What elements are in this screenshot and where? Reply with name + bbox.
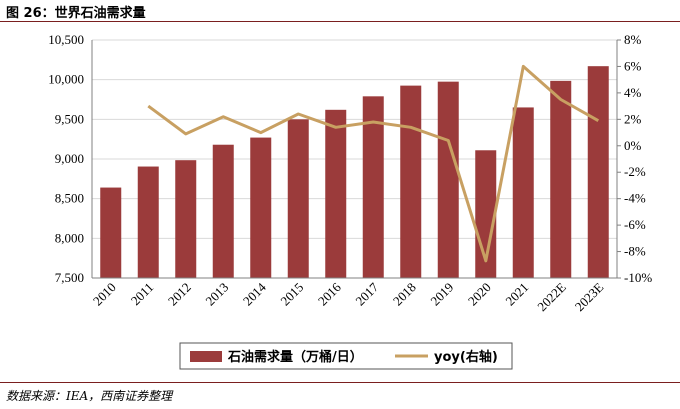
line-yoy: [147, 64, 600, 263]
source-note: 数据来源：IEA，西南证券整理: [6, 389, 173, 403]
x-tick-label: 2014: [240, 279, 269, 308]
title-rule: [0, 21, 680, 22]
bar-2018: [400, 85, 422, 278]
legend-swatch-demand: [190, 351, 222, 362]
y-right-tick-label: 8%: [624, 32, 642, 47]
bar-2014: [250, 137, 272, 278]
x-tick-label: 2019: [427, 280, 456, 309]
bars-demand: [100, 66, 609, 279]
x-tick-label: 2013: [202, 280, 231, 309]
x-tick-label: 2012: [165, 280, 194, 309]
bar-2011: [137, 166, 159, 278]
x-tick-label: 2011: [128, 280, 157, 309]
y-right-tick-label: -2%: [624, 164, 646, 179]
y-left-tick-label: 8,500: [55, 191, 84, 206]
y-right-tick-label: -4%: [624, 191, 646, 206]
x-axis-labels: 2010 2011 2012 2013 2014 2015 2016 2017 2018 2019…: [90, 279, 607, 314]
bar-2021: [512, 107, 534, 278]
y-left-tick-label: 9,000: [55, 151, 84, 166]
x-tick-label: 2023E: [572, 279, 607, 314]
bar-2012: [175, 160, 197, 278]
y-right-tick-label: -10%: [624, 270, 652, 285]
x-tick-label: 2010: [90, 280, 119, 309]
x-tick-label: 2016: [315, 279, 344, 308]
bar-2016: [325, 109, 347, 279]
y-right-tick-label: -6%: [624, 217, 646, 232]
x-tick-label: 2021: [502, 280, 531, 309]
y-left-tick-label: 8,000: [55, 230, 84, 245]
bar-2023E: [587, 66, 609, 279]
y-right-tick-label: -8%: [624, 244, 646, 259]
x-tick-label: 2017: [352, 279, 381, 308]
bar-2013: [212, 144, 234, 278]
x-tick-label: 2015: [277, 280, 306, 309]
source-rule: [0, 382, 680, 383]
y-left-tick-label: 10,000: [48, 72, 84, 87]
figure-title: 图 26：世界石油需求量: [6, 6, 146, 21]
axes: [91, 40, 618, 279]
y-right-tick-label: 2%: [624, 111, 642, 126]
y-axis-right-labels: -10% -8% -6% -4% -2% 0% 2% 4% 6% 8%: [617, 32, 652, 285]
y-left-tick-label: 9,500: [55, 111, 84, 126]
bar-2022E: [550, 80, 572, 279]
bar-2010: [100, 187, 122, 278]
bar-2017: [362, 96, 384, 279]
x-tick-label: 2018: [390, 280, 419, 309]
legend-label-yoy: yoy(右轴): [434, 349, 498, 365]
chart-legend: 石油需求量（万桶/日） yoy(右轴): [179, 342, 513, 370]
legend-box: [179, 342, 513, 370]
y-left-tick-label: 7,500: [55, 270, 84, 285]
bar-2019: [437, 81, 459, 279]
y-axis-left-labels: 7,500 8,000 8,500 9,000 9,500 10,000 10,500: [48, 32, 84, 285]
x-tick-label: 2020: [465, 280, 494, 309]
x-tick-label: 2022E: [534, 279, 569, 314]
legend-label-demand: 石油需求量（万桶/日）: [227, 349, 363, 365]
y-right-tick-label: 4%: [624, 85, 642, 100]
bar-2015: [287, 119, 309, 278]
oil-demand-chart: 2010 2011 2012 2013 2014 2015 2016 2017 2018 2019…: [48, 32, 652, 370]
y-left-tick-label: 10,500: [48, 32, 84, 47]
gridlines: [92, 39, 617, 279]
y-right-tick-label: 0%: [624, 138, 642, 153]
y-right-tick-label: 6%: [624, 58, 642, 73]
